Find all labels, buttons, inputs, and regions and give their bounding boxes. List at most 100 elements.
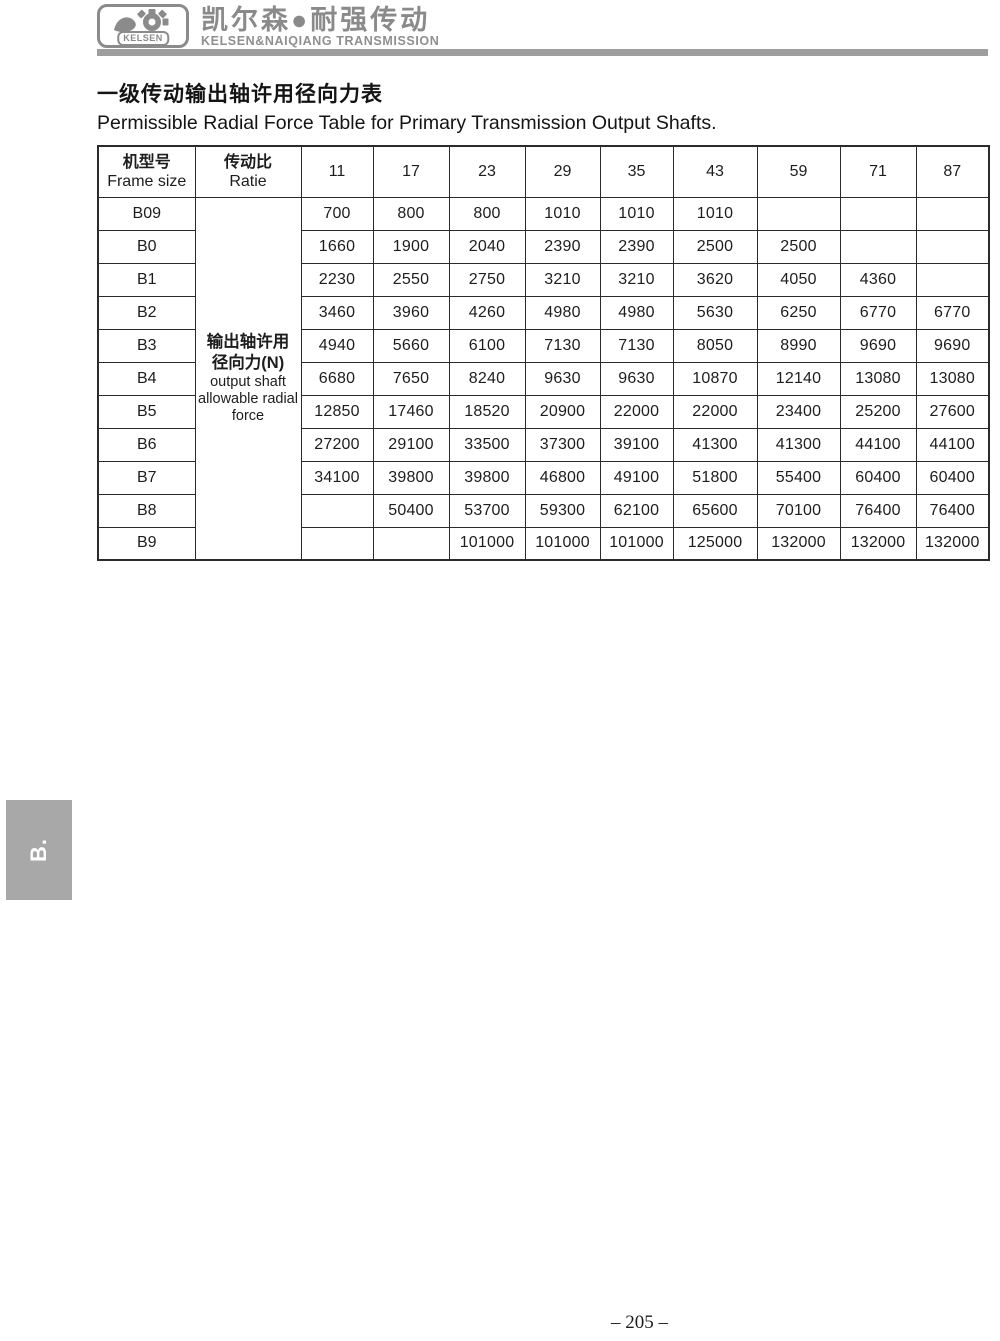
section-tab-label: B. — [26, 838, 51, 862]
force-table-body: B09 输出轴许用 径向力(N) output shaft allowable radi… — [97, 196, 990, 561]
force-value-cell: 1900 — [372, 229, 450, 264]
force-value-cell: 3210 — [524, 262, 601, 297]
frame-size-header-cn: 机型号 — [122, 153, 171, 171]
force-value-cell: 22000 — [672, 394, 758, 429]
ratio-column-header: 59 — [756, 145, 841, 198]
force-value-cell: 12850 — [300, 394, 374, 429]
force-value-cell — [915, 229, 990, 264]
force-value-cell: 27200 — [300, 427, 374, 462]
force-value-cell: 41300 — [756, 427, 841, 462]
brand-names: 凯尔森●耐强传动 KELSEN&NAIQIANG TRANSMISSION — [201, 4, 439, 48]
force-value-cell: 125000 — [672, 526, 758, 561]
force-value-cell: 6770 — [839, 295, 917, 330]
force-value-cell: 4050 — [756, 262, 841, 297]
force-value-cell: 49100 — [599, 460, 674, 495]
force-value-cell: 2390 — [524, 229, 601, 264]
force-value-cell: 13080 — [839, 361, 917, 396]
force-value-cell: 700 — [300, 196, 374, 231]
gear-logo-icon — [114, 9, 169, 32]
force-value-cell: 46800 — [524, 460, 601, 495]
force-value-cell: 37300 — [524, 427, 601, 462]
force-value-cell: 59300 — [524, 493, 601, 528]
force-value-cell: 18520 — [448, 394, 526, 429]
ratio-column-header: 17 — [372, 145, 450, 198]
force-value-cell: 800 — [372, 196, 450, 231]
ratio-column-header: 43 — [672, 145, 758, 198]
force-value-cell: 44100 — [839, 427, 917, 462]
force-value-cell: 13080 — [915, 361, 990, 396]
ratio-column-header: 87 — [915, 145, 990, 198]
force-value-cell: 1010 — [599, 196, 674, 231]
force-value-cell: 1010 — [524, 196, 601, 231]
table-row: B6 27200 29100 33500 37300 39100 41300 41300 441… — [97, 427, 990, 462]
force-value-cell: 4980 — [524, 295, 601, 330]
force-value-cell: 7130 — [599, 328, 674, 363]
force-value-cell: 17460 — [372, 394, 450, 429]
force-value-cell: 9690 — [839, 328, 917, 363]
force-value-cell: 9630 — [524, 361, 601, 396]
force-value-cell: 101000 — [524, 526, 601, 561]
force-value-cell: 2550 — [372, 262, 450, 297]
force-value-cell: 132000 — [756, 526, 841, 561]
radial-force-table: 机型号 Frame size 传动比 Ratie 11 17 23 29 35 … — [97, 145, 990, 561]
force-value-cell: 7650 — [372, 361, 450, 396]
force-value-cell: 9630 — [599, 361, 674, 396]
force-value-cell: 3620 — [672, 262, 758, 297]
ratio-column-header: 23 — [448, 145, 526, 198]
force-value-cell: 2230 — [300, 262, 374, 297]
page-title-cn: 一级传动输出轴许用径向力表 — [97, 83, 383, 106]
table-row: B4 6680 7650 8240 9630 9630 10870 12140 13080 130… — [97, 361, 990, 396]
force-value-cell: 8990 — [756, 328, 841, 363]
force-value-cell — [915, 262, 990, 297]
ratio-header-cn: 传动比 — [223, 153, 272, 171]
force-value-cell: 51800 — [672, 460, 758, 495]
ratio-column-header: 11 — [300, 145, 374, 198]
force-value-cell — [915, 196, 990, 231]
force-value-cell: 33500 — [448, 427, 526, 462]
force-value-cell: 6250 — [756, 295, 841, 330]
force-value-cell: 2500 — [756, 229, 841, 264]
logo-wordmark: KELSEN — [117, 31, 169, 46]
force-value-cell: 132000 — [915, 526, 990, 561]
radial-force-label-line: 输出轴许用 — [206, 332, 290, 351]
force-value-cell: 2390 — [599, 229, 674, 264]
header-divider — [97, 49, 988, 56]
force-value-cell: 70100 — [756, 493, 841, 528]
force-value-cell: 10870 — [672, 361, 758, 396]
table-row: B09 输出轴许用 径向力(N) output shaft allowable radi… — [97, 196, 990, 561]
force-value-cell: 65600 — [672, 493, 758, 528]
radial-force-label-line: force — [231, 407, 265, 424]
force-value-cell: 44100 — [915, 427, 990, 462]
force-value-cell: 60400 — [839, 460, 917, 495]
radial-force-label-line: output shaft — [210, 373, 286, 390]
table-row: B3 4940 5660 6100 7130 7130 8050 8990 9690 9690 — [97, 328, 990, 363]
force-value-cell — [839, 196, 917, 231]
force-value-cell: 12140 — [756, 361, 841, 396]
frame-size-header-en: Frame size — [107, 172, 187, 190]
table-row: B2 3460 3960 4260 4980 4980 5630 6250 6770 6770 — [97, 295, 990, 330]
force-value-cell: 53700 — [448, 493, 526, 528]
force-value-cell: 62100 — [599, 493, 674, 528]
force-value-cell: 9690 — [915, 328, 990, 363]
ratio-header-en: Ratie — [229, 172, 267, 190]
table-row: B5 12850 17460 18520 20900 22000 22000 23400 252… — [97, 394, 990, 429]
ratio-column-header: 71 — [839, 145, 917, 198]
page-content: KELSEN 凯尔森●耐强传动 KELSEN&NAIQIANG TRANSMIS… — [97, 0, 990, 1333]
frame-size-cell: B4 — [97, 361, 196, 396]
force-value-cell: 800 — [448, 196, 526, 231]
frame-size-cell: B9 — [97, 526, 196, 561]
force-value-cell: 4260 — [448, 295, 526, 330]
force-value-cell: 41300 — [672, 427, 758, 462]
force-value-cell: 23400 — [756, 394, 841, 429]
force-value-cell: 2040 — [448, 229, 526, 264]
table-row: B9 101000 101000 101000 125000 132000 132000 13… — [97, 526, 990, 561]
force-value-cell: 8050 — [672, 328, 758, 363]
force-value-cell — [756, 196, 841, 231]
force-value-cell: 8240 — [448, 361, 526, 396]
frame-size-cell: B7 — [97, 460, 196, 495]
force-value-cell: 55400 — [756, 460, 841, 495]
force-value-cell: 132000 — [839, 526, 917, 561]
frame-size-cell: B6 — [97, 427, 196, 462]
kelsen-logo: KELSEN — [97, 4, 189, 48]
force-value-cell: 7130 — [524, 328, 601, 363]
